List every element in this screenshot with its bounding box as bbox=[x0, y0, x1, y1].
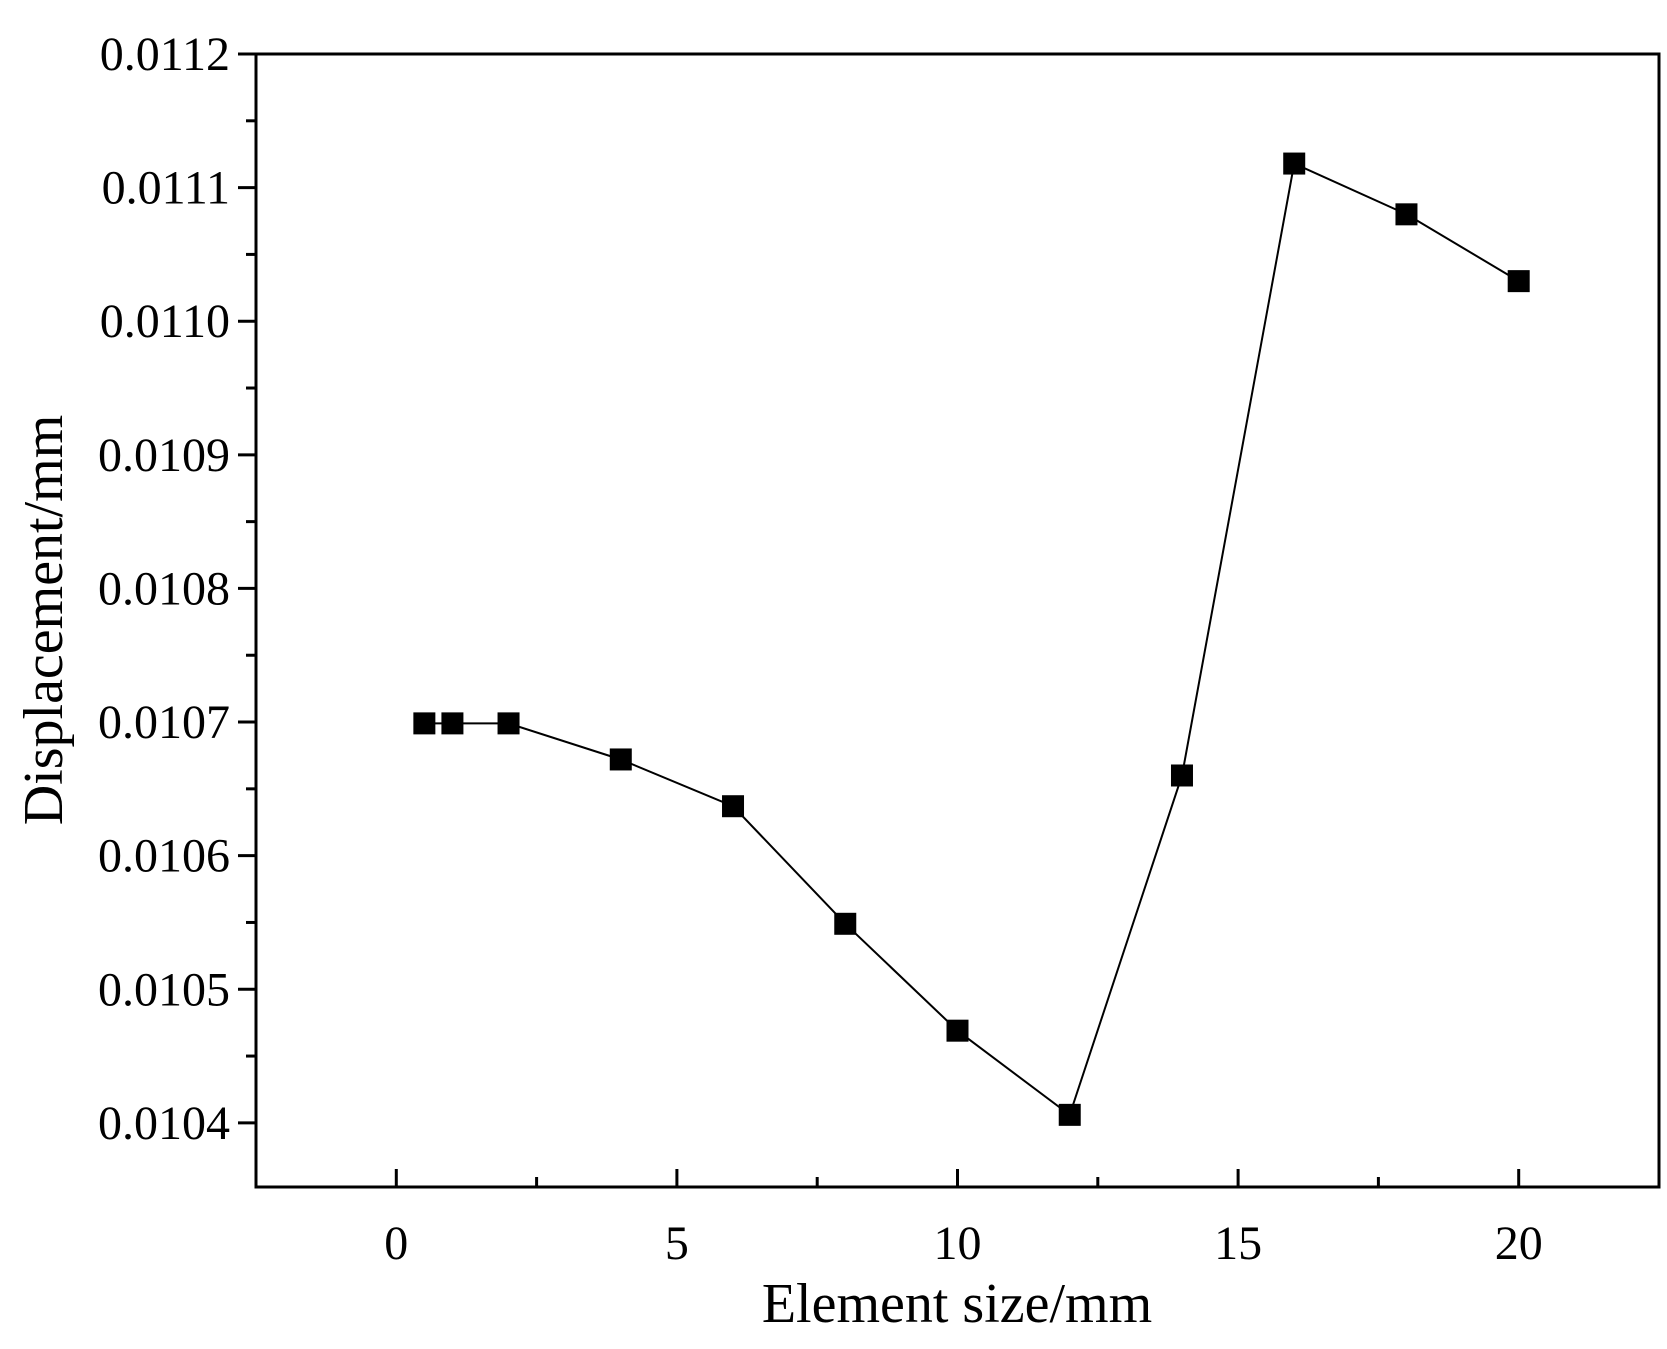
data-point bbox=[946, 1019, 969, 1042]
plot-frame bbox=[254, 52, 1661, 1189]
data-point bbox=[1395, 203, 1418, 226]
data-point bbox=[834, 912, 857, 935]
data-point bbox=[497, 712, 520, 735]
series-line bbox=[424, 162, 1520, 1117]
x-tick-label: 0 bbox=[384, 1217, 408, 1270]
data-point bbox=[1058, 1103, 1081, 1126]
data-point bbox=[441, 712, 464, 735]
y-tick-label: 0.0111 bbox=[102, 162, 230, 215]
y-tick-label: 0.0109 bbox=[98, 429, 230, 482]
series-layer bbox=[413, 152, 1530, 1126]
y-tick-label: 0.0105 bbox=[98, 963, 230, 1016]
data-point bbox=[1507, 270, 1530, 293]
y-axis-ticks: 0.0104 0.0105 0.0106 0.0107 0.0108 0.0109 0.01… bbox=[98, 28, 256, 1150]
x-tick-label: 15 bbox=[1214, 1217, 1262, 1270]
data-point bbox=[1170, 764, 1193, 787]
x-axis-ticks: 0 5 10 15 20 bbox=[384, 1169, 1543, 1270]
y-axis-title: Displacement/mm bbox=[13, 415, 75, 826]
y-tick-label: 0.0112 bbox=[100, 28, 230, 81]
x-tick-label: 10 bbox=[934, 1217, 982, 1270]
data-point bbox=[609, 748, 632, 771]
x-tick-label: 20 bbox=[1495, 1217, 1543, 1270]
y-tick-label: 0.0110 bbox=[100, 295, 230, 348]
x-tick-label: 5 bbox=[665, 1217, 689, 1270]
y-tick-label: 0.0106 bbox=[98, 830, 230, 883]
data-point bbox=[1283, 152, 1306, 175]
x-axis-title: Element size/mm bbox=[762, 1273, 1152, 1335]
data-point bbox=[413, 712, 436, 735]
y-tick-label: 0.0108 bbox=[98, 562, 230, 615]
y-tick-label: 0.0104 bbox=[98, 1097, 230, 1150]
y-tick-label: 0.0107 bbox=[98, 696, 230, 749]
data-point bbox=[722, 795, 745, 818]
